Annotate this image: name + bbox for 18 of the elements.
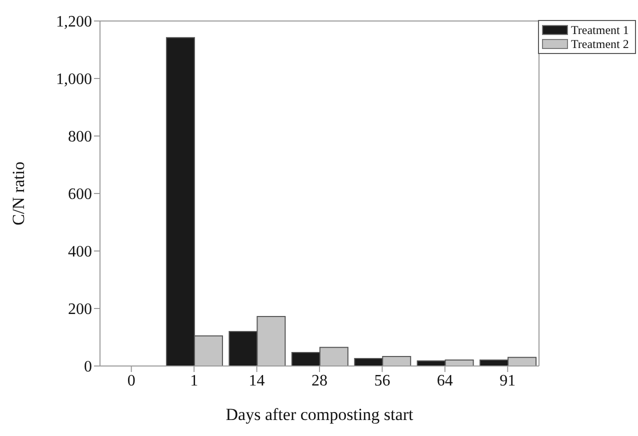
legend-label: Treatment 2	[571, 37, 629, 51]
x-tick-label: 91	[500, 372, 516, 390]
y-tick-label: 0	[84, 358, 92, 376]
x-tick-label: 28	[312, 372, 328, 390]
y-tick-label: 400	[68, 244, 92, 261]
x-tick-label: 56	[374, 372, 390, 390]
y-tick-label: 600	[68, 186, 92, 204]
y-tick-label: 1,000	[56, 71, 92, 88]
y-axis-title: C/N ratio	[9, 162, 28, 226]
x-tick-label: 14	[248, 372, 265, 390]
y-tick-label: 800	[68, 128, 92, 146]
x-tick-label: 1	[190, 372, 198, 390]
x-tick-label: 0	[127, 372, 136, 390]
x-tick-label: 64	[436, 372, 453, 390]
y-tick-label: 200	[68, 301, 92, 318]
y-tick-label: 1,200	[56, 14, 92, 31]
legend-label: Treatment 1	[571, 23, 629, 37]
x-axis-title: Days after composting start	[226, 405, 414, 424]
